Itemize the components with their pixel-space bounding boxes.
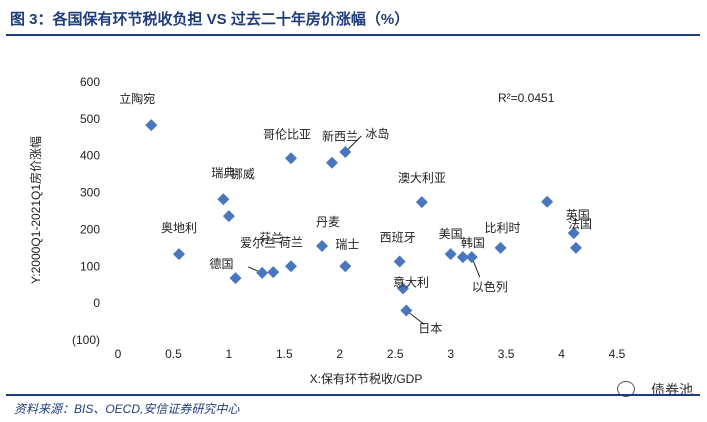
title-divider xyxy=(6,34,700,36)
x-tick-label: 1.5 xyxy=(276,347,293,361)
x-tick-label: 3.5 xyxy=(498,347,515,361)
point-label: 韩国 xyxy=(461,235,485,250)
y-axis-title: Y:2000Q1-2021Q1房价涨幅 xyxy=(28,136,43,284)
data-point xyxy=(222,210,235,223)
data-point xyxy=(567,227,580,240)
data-point xyxy=(569,241,582,254)
x-tick-label: 0 xyxy=(115,347,122,361)
y-tick-label: 100 xyxy=(80,259,100,273)
data-point xyxy=(494,241,507,254)
point-label: 荷兰 xyxy=(279,235,303,249)
data-point xyxy=(444,248,457,261)
x-axis-title: X:保有环节税收/GDP xyxy=(310,372,423,386)
data-points xyxy=(145,119,582,317)
data-point xyxy=(284,260,297,273)
data-point xyxy=(316,240,329,253)
brand-name: 债券池 xyxy=(651,382,693,398)
point-label: 爱尔兰 xyxy=(240,235,276,250)
y-tick-label: 500 xyxy=(80,112,100,126)
data-point xyxy=(145,119,158,132)
y-tick-label: 400 xyxy=(80,149,100,163)
data-point xyxy=(339,260,352,273)
point-label: 意大利 xyxy=(393,274,429,289)
data-point xyxy=(284,152,297,165)
y-tick-label: 0 xyxy=(93,296,100,310)
wechat-icon xyxy=(617,381,635,397)
x-tick-label: 2.5 xyxy=(387,347,404,361)
data-point xyxy=(326,156,339,169)
point-label: 新西兰 xyxy=(322,129,358,144)
point-label: 立陶宛 xyxy=(119,91,155,106)
x-tick-label: 2 xyxy=(336,347,343,361)
point-label: 瑞典 xyxy=(211,166,235,180)
point-label: 澳大利亚 xyxy=(398,171,446,185)
point-label: 以色列 xyxy=(472,280,508,294)
data-point xyxy=(415,196,428,209)
point-label: 瑞士 xyxy=(335,237,359,251)
data-point xyxy=(256,266,269,279)
point-label: 日本 xyxy=(418,322,442,336)
data-point xyxy=(393,255,406,268)
data-point xyxy=(339,146,352,159)
footer-divider xyxy=(6,394,700,396)
point-label: 美国 xyxy=(439,227,463,241)
data-point xyxy=(396,282,409,295)
point-label: 西班牙 xyxy=(380,230,416,244)
source-note: 资料来源：BIS、OECD,安信证券研究中心 xyxy=(14,402,240,416)
x-tick-label: 4 xyxy=(558,347,565,361)
point-label: 德国 xyxy=(210,256,234,271)
point-label: 奥地利 xyxy=(161,221,197,235)
y-tick-label: 200 xyxy=(80,222,100,236)
y-tick-label: 300 xyxy=(80,186,100,200)
x-tick-label: 0.5 xyxy=(165,347,182,361)
point-label: 比利时 xyxy=(485,221,521,235)
data-point xyxy=(267,266,280,279)
chart-title: 图 3：各国保有环节税收负担 VS 过去二十年房价涨幅（%） xyxy=(10,11,410,28)
point-label: 挪威 xyxy=(231,167,255,181)
y-tick-label: 600 xyxy=(80,75,100,89)
point-label: 哥伦比亚 xyxy=(263,126,311,141)
data-point xyxy=(465,251,478,264)
data-point xyxy=(400,304,413,317)
scatter-chart: 600 500 400 300 200 100 0 (100) 0 0.5 1 1.5 2 2.5 3 3.… xyxy=(28,75,626,386)
point-label: 法国 xyxy=(568,217,592,231)
data-point xyxy=(541,195,554,208)
data-point xyxy=(172,248,185,261)
y-tick-label: (100) xyxy=(72,333,100,347)
r-squared-annotation: R²=0.0451 xyxy=(498,91,555,105)
data-point xyxy=(229,272,242,285)
point-label: 丹麦 xyxy=(316,215,340,229)
x-axis-ticks: 0 0.5 1 1.5 2 2.5 3 3.5 4 4.5 xyxy=(115,347,626,361)
point-label: 芬兰 xyxy=(259,231,283,245)
x-tick-label: 3 xyxy=(447,347,454,361)
x-tick-label: 4.5 xyxy=(609,347,626,361)
point-label: 英国 xyxy=(566,208,590,222)
y-axis-ticks: 600 500 400 300 200 100 0 (100) xyxy=(72,75,100,347)
data-point xyxy=(217,193,230,206)
x-tick-label: 1 xyxy=(226,347,233,361)
data-point xyxy=(456,251,469,264)
point-label: 冰岛 xyxy=(365,126,389,141)
